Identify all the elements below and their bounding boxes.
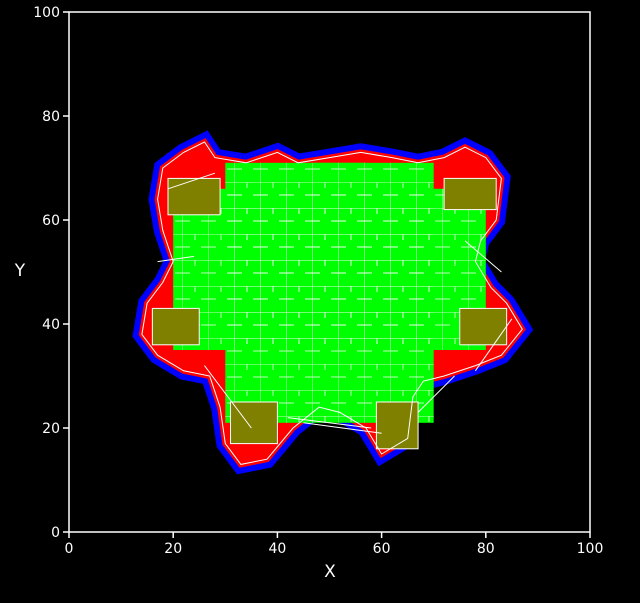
anchor-blocks: [151, 177, 508, 450]
x-tick-label: 0: [65, 541, 74, 557]
connector-line-5: [287, 417, 372, 429]
connector-line-8: [417, 375, 455, 413]
anchor-block-5: [230, 401, 278, 445]
y-tick-label: 80: [42, 109, 60, 125]
y-tick-label: 60: [42, 213, 60, 229]
anchor-block-1: [167, 177, 221, 216]
x-tick-label: 60: [373, 541, 391, 557]
plot-frame: [68, 11, 591, 533]
x-axis-ticks: 0 20 40 60 80 100: [65, 532, 604, 557]
y-tick-label: 40: [42, 317, 60, 333]
connector-line-6: [303, 422, 382, 434]
connector-line-3: [464, 240, 502, 273]
connector-line-2: [157, 255, 195, 263]
y-tick-label: 0: [51, 525, 60, 541]
x-axis-title: X: [324, 562, 336, 582]
axes: [68, 11, 591, 533]
y-tick-label: 100: [33, 5, 60, 21]
connector-line-1: [167, 172, 216, 190]
y-axis-title: Y: [14, 261, 26, 281]
anchor-block-2: [443, 177, 497, 211]
connector-line-4: [474, 318, 513, 372]
outline-lines: [141, 141, 523, 465]
y-axis-ticks: 0 20 40 60 80 100: [33, 5, 69, 541]
anchor-block-3: [151, 307, 200, 346]
anchor-block-4: [459, 307, 508, 346]
connector-line-7: [204, 365, 252, 429]
x-tick-label: 100: [577, 541, 604, 557]
outline-path: [141, 141, 523, 465]
y-tick-label: 20: [42, 421, 60, 437]
x-tick-label: 80: [477, 541, 495, 557]
x-tick-label: 20: [164, 541, 182, 557]
interior-cells-vertical: [225, 162, 434, 423]
x-tick-label: 40: [268, 541, 286, 557]
